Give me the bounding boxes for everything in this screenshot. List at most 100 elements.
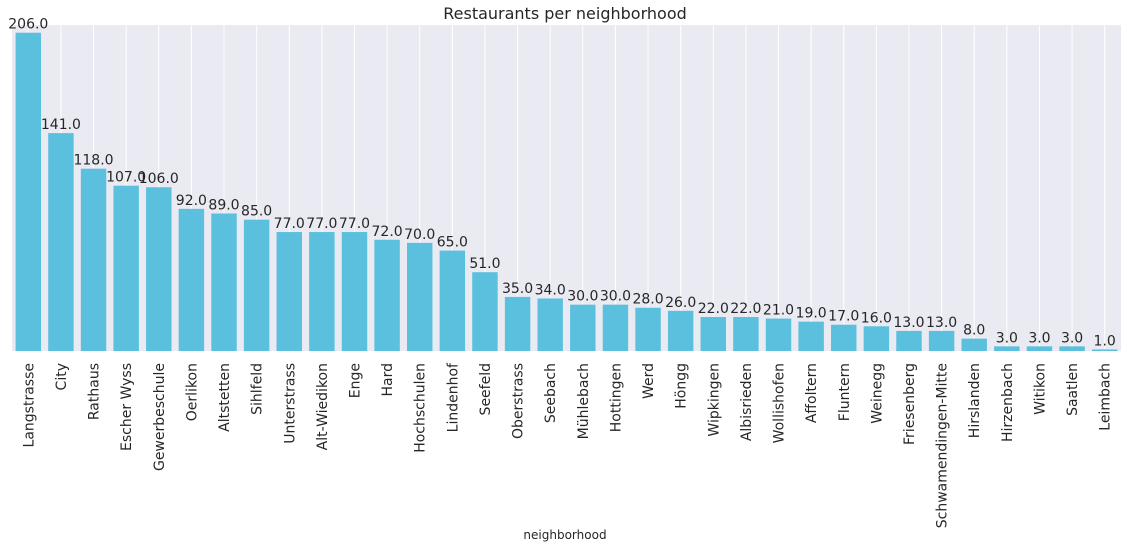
bar-unterstrass [276,232,302,351]
x-tick-label-rathaus: Rathaus [87,363,103,420]
x-tick-label-hard: Hard [380,363,396,397]
x-tick-label-m-hlebach: Mühlebach [576,363,592,439]
value-label-fluntern: 17.0 [828,309,859,325]
x-tick-label-unterstrass: Unterstrass [282,363,298,444]
x-tick-label-hirzenbach: Hirzenbach [1000,363,1016,442]
bar-schwamendingen-mitte [928,330,955,351]
value-label-oerlikon: 92.0 [176,193,207,209]
bar-weinegg [863,326,890,351]
x-tick-label-alt-wiedikon: Alt-Wiedikon [315,363,331,450]
x-tick-label-wipkingen: Wipkingen [706,363,722,437]
x-tick-label-langstrasse: Langstrasse [21,363,37,447]
value-label-oberstrass: 35.0 [502,281,533,297]
value-label-langstrasse: 206.0 [8,17,48,33]
x-tick-label-city: City [54,363,70,390]
value-label-unterstrass: 77.0 [274,216,305,232]
bar-enge [341,232,368,351]
value-label-city: 141.0 [41,117,81,133]
bar-seefeld [472,272,498,351]
bar-sihlfeld [243,219,270,351]
x-tick-label-fluntern: Fluntern [837,363,853,421]
bar-wipkingen [700,317,727,351]
value-label-hochschulen: 70.0 [404,227,435,243]
value-label-escher-wyss: 107.0 [106,170,146,186]
bar-escher-wyss [113,185,139,351]
bar-city [48,133,74,351]
value-label-affoltern: 19.0 [796,306,827,322]
bar-fluntern [831,324,857,351]
bar-oberstrass [504,296,531,351]
bar-langstrasse [15,32,42,351]
bar-gewerbeschule [146,187,172,351]
x-tick-label-escher-wyss: Escher Wyss [119,363,135,451]
x-tick-label-saatlen: Saatlen [1065,363,1081,416]
bar-hirzenbach [994,346,1020,351]
bar-alt-wiedikon [309,232,335,351]
bar-m-hlebach [570,304,596,351]
value-label-schwamendingen-mitte: 13.0 [926,315,957,331]
value-label-werd: 28.0 [632,292,663,308]
value-label-gewerbeschule: 106.0 [139,171,179,187]
value-label-altstetten: 89.0 [208,197,239,213]
x-tick-label-schwamendingen-mitte: Schwamendingen-Mitte [935,363,951,528]
value-label-leimbach: 1.0 [1094,333,1116,349]
bar-altstetten [211,213,237,351]
value-label-m-hlebach: 30.0 [567,289,598,305]
x-tick-label-h-ngg: Höngg [674,363,690,409]
bar-hochschulen [406,242,433,351]
value-label-witikon: 3.0 [1028,330,1050,346]
bar-witikon [1026,346,1053,351]
x-tick-label-hirslanden: Hirslanden [967,363,983,438]
bar-seebach [537,298,563,351]
bars-group [15,32,1118,351]
value-label-hottingen: 30.0 [600,289,631,305]
x-tick-label-hottingen: Hottingen [608,363,624,432]
value-label-wipkingen: 22.0 [698,301,729,317]
bar-albisrieden [733,317,759,351]
bar-lindenhof [439,250,466,351]
x-tick-label-altstetten: Altstetten [217,363,233,432]
x-tick-label-witikon: Witikon [1032,363,1048,415]
value-label-friesenberg: 13.0 [893,315,924,331]
bar-wollishofen [765,318,792,351]
x-tick-label-leimbach: Leimbach [1098,363,1114,431]
value-label-hard: 72.0 [372,224,403,240]
x-tick-label-oerlikon: Oerlikon [184,363,200,421]
x-tick-label-seefeld: Seefeld [478,363,494,415]
x-tick-label-affoltern: Affoltern [804,363,820,423]
value-label-weinegg: 16.0 [861,310,892,326]
value-label-albisrieden: 22.0 [730,301,761,317]
bar-hirslanden [961,338,987,351]
value-label-lindenhof: 65.0 [437,235,468,251]
x-tick-label-lindenhof: Lindenhof [445,362,461,432]
x-tick-label-wollishofen: Wollishofen [772,363,788,443]
value-label-sihlfeld: 85.0 [241,204,272,220]
value-label-hirzenbach: 3.0 [996,330,1018,346]
x-tick-label-gewerbeschule: Gewerbeschule [152,363,168,471]
x-tick-label-weinegg: Weinegg [869,363,885,424]
x-tick-label-sihlfeld: Sihlfeld [250,363,266,415]
x-tick-label-oberstrass: Oberstrass [511,363,527,439]
chart-title: Restaurants per neighborhood [443,4,687,23]
x-axis-label: neighborhood [523,528,607,542]
value-label-hirslanden: 8.0 [963,323,985,339]
bar-oerlikon [178,208,205,351]
value-label-saatlen: 3.0 [1061,330,1083,346]
x-tick-label-enge: Enge [347,363,363,398]
value-label-seefeld: 51.0 [469,256,500,272]
bar-affoltern [798,321,824,351]
bar-friesenberg [896,330,922,351]
x-tick-label-hochschulen: Hochschulen [413,363,429,453]
value-label-h-ngg: 26.0 [665,295,696,311]
bar-leimbach [1091,349,1118,351]
bar-hottingen [602,304,629,351]
x-tick-label-friesenberg: Friesenberg [902,363,918,445]
value-label-enge: 77.0 [339,216,370,232]
value-label-alt-wiedikon: 77.0 [306,216,337,232]
x-tick-label-werd: Werd [641,363,657,399]
value-label-rathaus: 118.0 [73,153,113,169]
bar-h-ngg [667,310,694,351]
bar-saatlen [1059,346,1085,351]
bar-hard [374,239,400,351]
